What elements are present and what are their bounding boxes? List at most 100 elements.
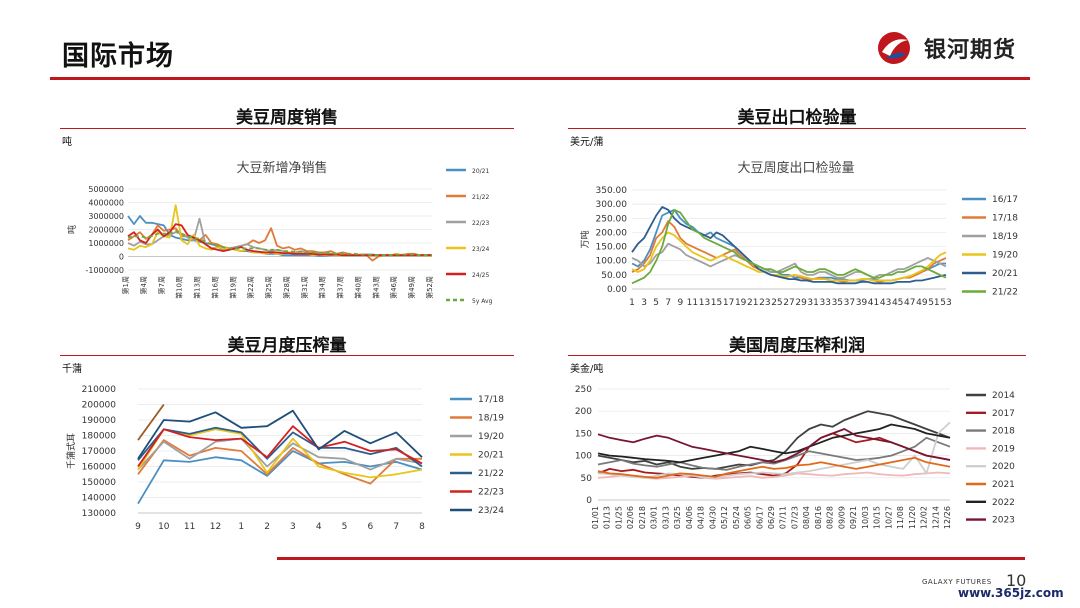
c3-xtick-label: 7 — [393, 522, 399, 532]
c2-xtick-label: 37 — [844, 298, 855, 308]
c1-xtick-label: 第25周 — [264, 276, 273, 299]
c2-xtick-label: 29 — [795, 298, 807, 308]
c4-xtick-label: 04/18 — [697, 506, 706, 529]
c1-legend-label: 21/22 — [472, 194, 489, 201]
c3-xtick-label: 9 — [135, 522, 141, 532]
c4-xtick-label: 05/24 — [732, 506, 741, 529]
page-number: 10 — [1006, 571, 1027, 590]
c4-ytick-label: 250 — [575, 385, 592, 395]
c1-xtick-label: 第7周 — [157, 276, 166, 294]
c4-ytick-label: 100 — [575, 452, 592, 462]
c2-xtick-label: 25 — [771, 298, 782, 308]
c3-ytick-label: 200000 — [82, 401, 117, 411]
c3-ytick-label: 170000 — [82, 447, 117, 457]
c3-legend-label: 17/18 — [478, 395, 504, 405]
c1-ytick-label: 3000000 — [88, 212, 124, 221]
c2-series-line-21/22 — [631, 208, 947, 285]
section-title-export-inspection: 美豆出口检验量 — [737, 108, 857, 128]
c3-ytick-label: 190000 — [82, 416, 117, 426]
c2-xtick-label: 13 — [699, 298, 710, 308]
c1-xtick-label: 第31周 — [300, 276, 309, 299]
c3-xtick-label: 11 — [184, 522, 195, 532]
c3-ytick-label: 180000 — [82, 432, 117, 442]
c4-ytick-label: 0 — [586, 496, 592, 506]
c4-xtick-label: 03/13 — [661, 506, 670, 529]
c2-xtick-label: 3 — [641, 298, 647, 308]
unit-label-4: 美金/吨 — [570, 364, 604, 375]
c4-legend-label: 2020 — [992, 462, 1015, 472]
c4-xtick-label: 12/26 — [943, 506, 952, 529]
c3-xtick-label: 10 — [158, 522, 170, 532]
c3-legend-label: 19/20 — [478, 432, 504, 442]
c4-xtick-label: 04/30 — [708, 506, 717, 529]
c2-xtick-label: 47 — [904, 298, 915, 308]
c1-legend-label: 5y Avg — [472, 298, 493, 305]
c1-xtick-label: 第10周 — [175, 276, 184, 299]
c2-legend-label: 20/21 — [992, 269, 1018, 279]
c4-legend-label: 2023 — [992, 516, 1015, 526]
c1-legend-label: 22/23 — [472, 220, 489, 227]
c3-xtick-label: 1 — [238, 522, 244, 532]
c4-xtick-label: 12/02 — [920, 506, 929, 529]
title-rule — [50, 77, 1030, 80]
c4-xtick-label: 02/06 — [626, 506, 635, 529]
c4-series-line-2018 — [597, 436, 951, 471]
c2-xtick-label: 17 — [723, 298, 734, 308]
c2-ytick-label: 200.00 — [596, 228, 628, 238]
c4-xtick-label: 03/25 — [673, 506, 682, 529]
c2-xtick-label: 43 — [880, 298, 891, 308]
c4-xtick-label: 07/11 — [779, 506, 788, 529]
c3-y-axis-label: 千蒲式耳 — [65, 433, 77, 469]
c4-xtick-label: 02/18 — [638, 506, 647, 529]
section-rule-1 — [60, 128, 514, 129]
c2-ytick-label: 150.00 — [596, 243, 628, 253]
c3-series-line-20/21 — [137, 428, 423, 479]
c4-series-line-2014 — [597, 410, 951, 470]
c4-series-line-2019 — [597, 471, 951, 480]
watermark-text: www.365jz.com — [958, 586, 1064, 600]
unit-label-2: 美元/蒲 — [570, 137, 604, 148]
c1-ytick-label: -1000000 — [85, 266, 124, 275]
c4-xtick-label: 08/28 — [826, 506, 835, 529]
c4-ytick-label: 50 — [581, 474, 593, 484]
c1-ytick-label: 0 — [119, 253, 124, 262]
c1-xtick-label: 第46周 — [389, 276, 398, 299]
section-title-weekly-sales: 美豆周度销售 — [236, 108, 338, 128]
c3-series-line-23/24 — [137, 409, 423, 460]
c2-ytick-label: 100.00 — [596, 257, 628, 267]
c1-legend-label: 24/25 — [472, 272, 489, 279]
c4-xtick-label: 11/20 — [908, 506, 917, 529]
c2-xtick-label: 15 — [711, 298, 722, 308]
c2-xtick-label: 27 — [783, 298, 794, 308]
c1-xtick-label: 第34周 — [318, 276, 327, 299]
c3-xtick-label: 6 — [367, 522, 373, 532]
c1-y-axis-label: 吨 — [66, 225, 78, 234]
c3-ytick-label: 150000 — [82, 478, 117, 488]
c3-series-line-19/20 — [137, 437, 423, 471]
c4-xtick-label: 09/21 — [849, 506, 858, 529]
c2-xtick-label: 7 — [665, 298, 671, 308]
c2-xtick-label: 35 — [832, 298, 843, 308]
c2-xtick-label: 39 — [856, 298, 868, 308]
c4-xtick-label: 06/05 — [744, 506, 753, 529]
c3-ytick-label: 140000 — [82, 494, 117, 504]
c4-xtick-label: 06/29 — [767, 506, 776, 529]
c4-xtick-label: 10/27 — [884, 506, 893, 529]
c2-series-line-19/20 — [631, 231, 947, 282]
c2-ytick-label: 350.00 — [596, 186, 628, 196]
c1-xtick-label: 第37周 — [336, 276, 345, 299]
c4-xtick-label: 01/01 — [591, 506, 600, 529]
c3-xtick-label: 3 — [290, 522, 296, 532]
c4-legend-label: 2021 — [992, 480, 1015, 490]
c1-xtick-label: 第52周 — [425, 276, 434, 299]
c1-legend-label: 20/21 — [472, 168, 489, 175]
c3-ytick-label: 130000 — [82, 509, 117, 519]
c2-xtick-label: 5 — [653, 298, 659, 308]
bottom-rule — [277, 557, 1025, 560]
c1-ytick-label: 2000000 — [88, 226, 124, 235]
c1-xtick-label: 第49周 — [407, 276, 416, 299]
c3-legend-label: 22/23 — [478, 488, 504, 498]
section-rule-3 — [60, 355, 514, 356]
c4-xtick-label: 08/16 — [814, 506, 823, 529]
